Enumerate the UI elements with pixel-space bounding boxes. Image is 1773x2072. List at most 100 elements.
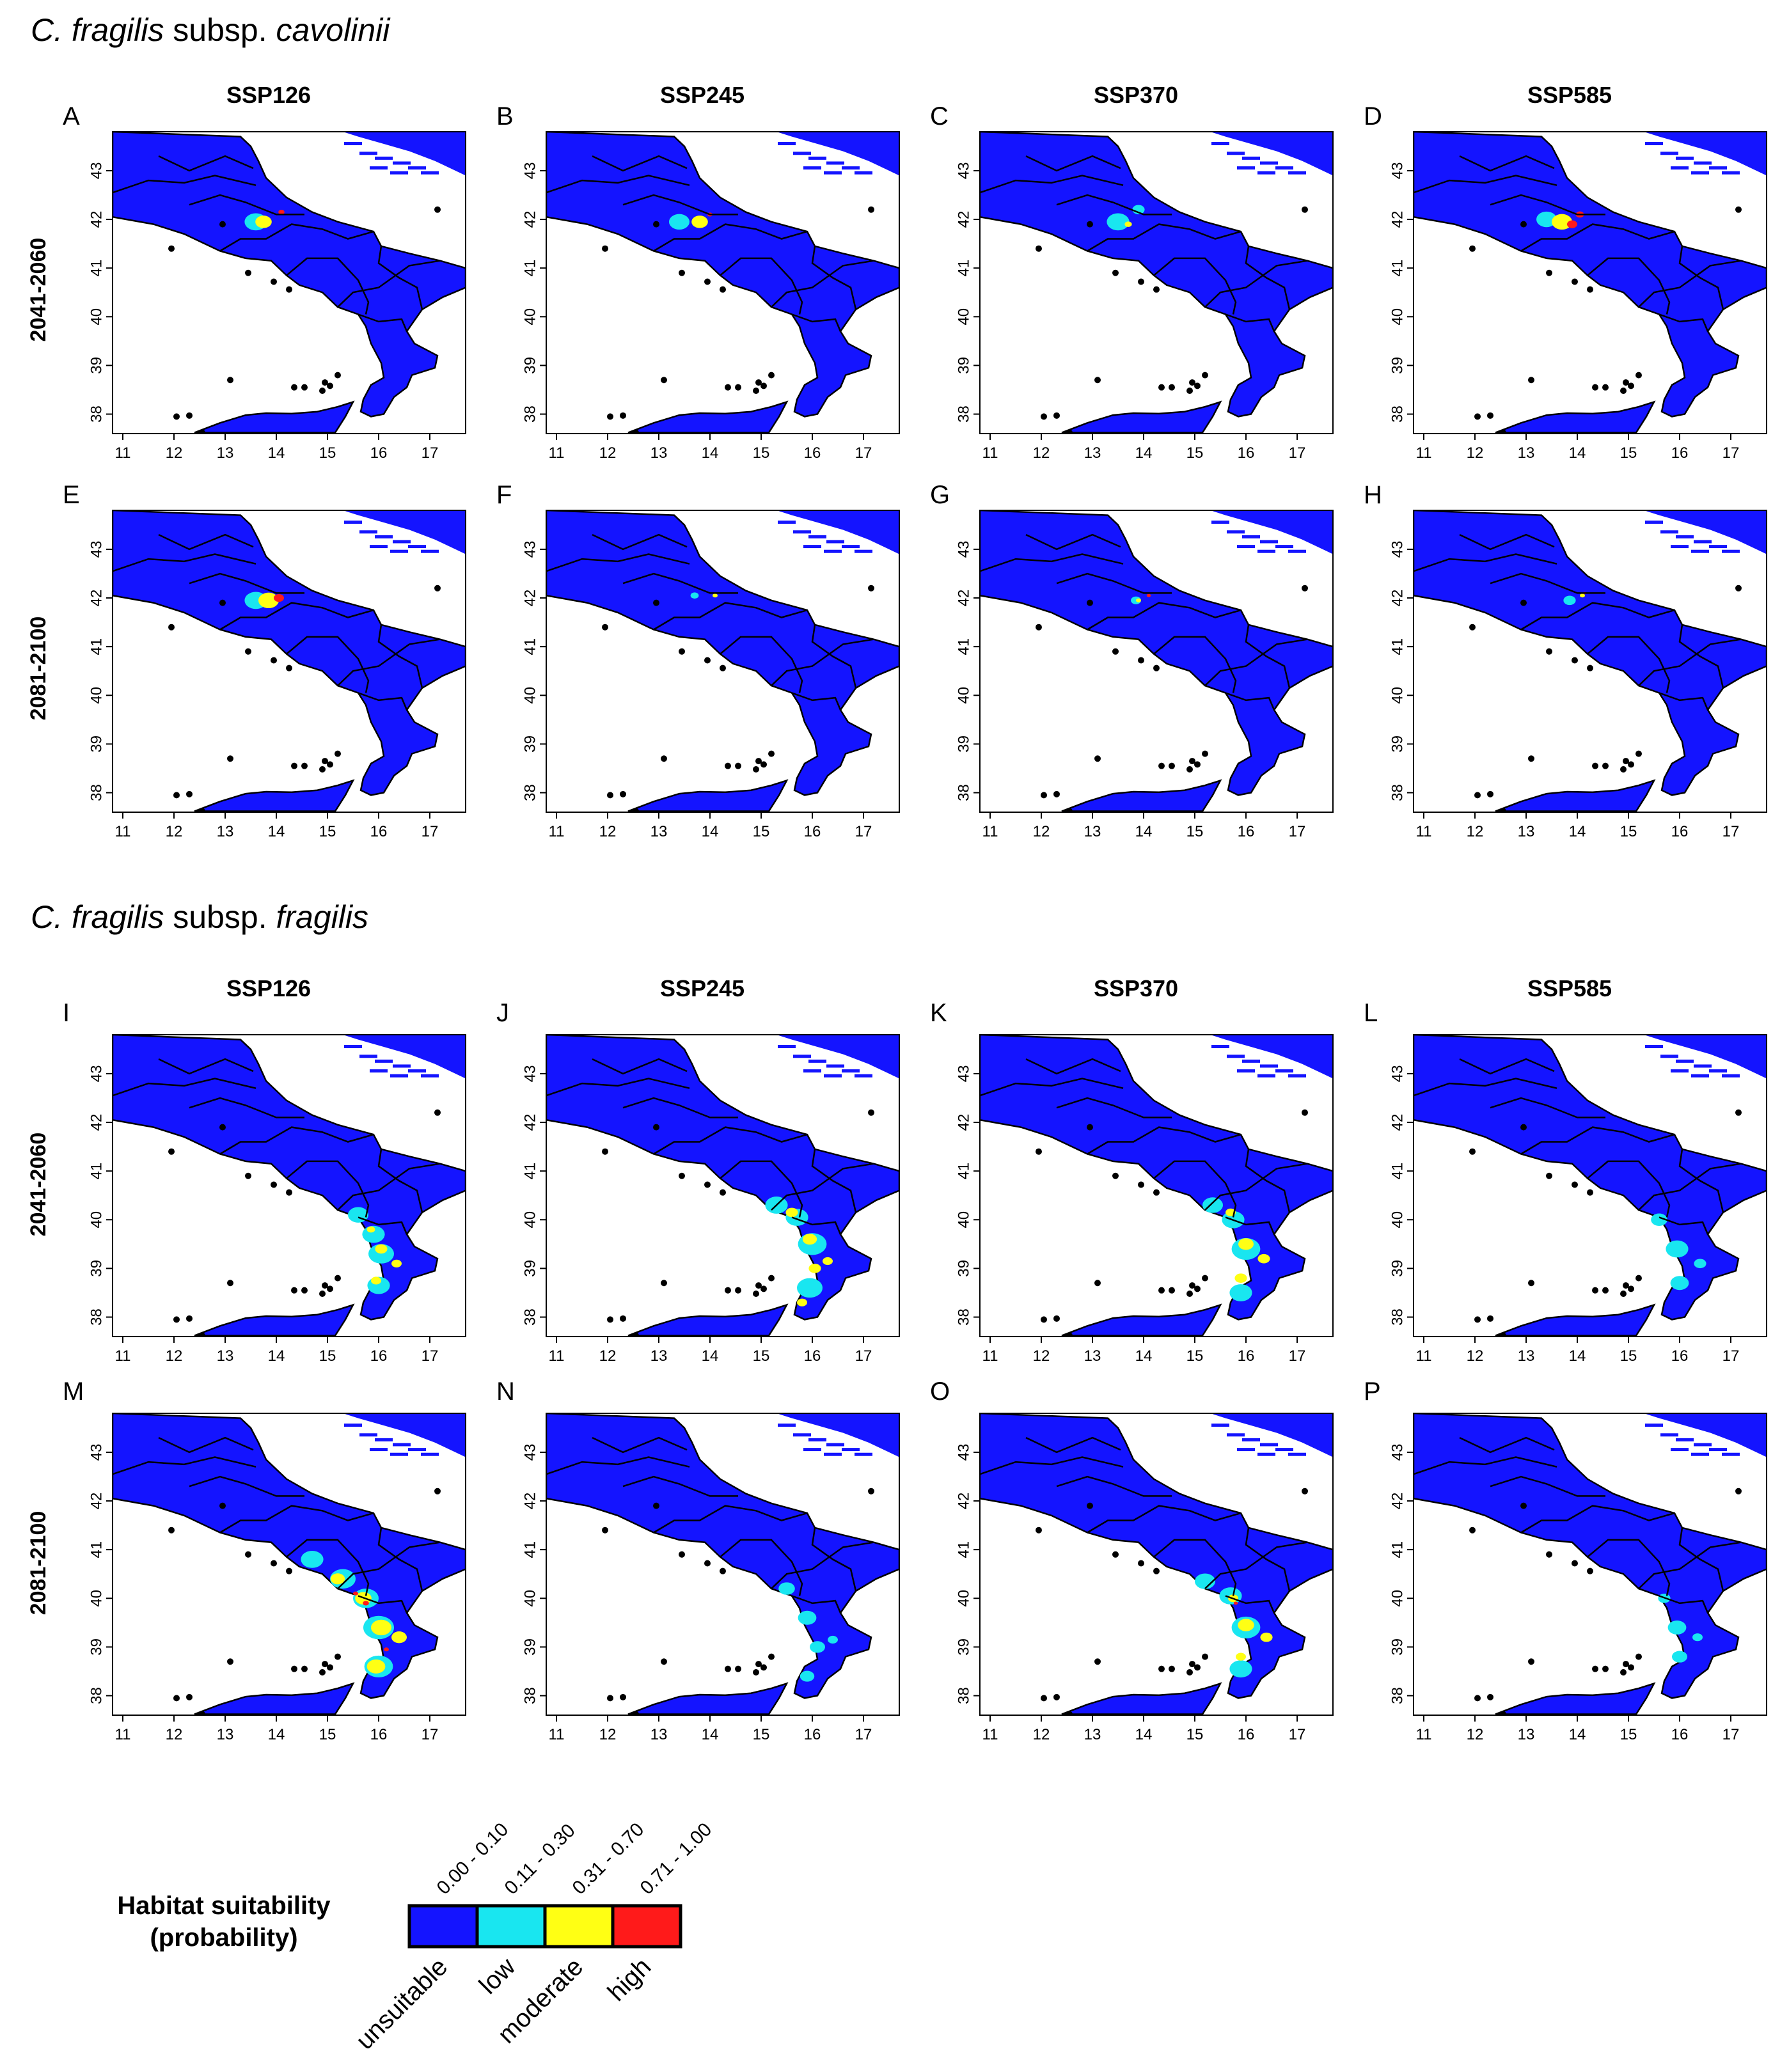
map-island: [375, 156, 393, 160]
map-island: [1469, 1527, 1476, 1534]
map-island: [291, 1287, 297, 1294]
x-tick-label: 11: [115, 444, 131, 462]
region-border: [720, 1539, 803, 1596]
map-island: [620, 1693, 626, 1700]
map-island: [1528, 1280, 1534, 1287]
map-island: [755, 379, 762, 386]
y-tick-label: 39: [1389, 1260, 1406, 1277]
suitability-patch: [1672, 1651, 1687, 1663]
y-tick-label: 38: [521, 784, 539, 801]
y-tick-label: 38: [521, 1687, 539, 1704]
map-island: [1227, 1433, 1245, 1437]
map-island: [704, 1560, 711, 1567]
region-border: [1225, 1595, 1275, 1613]
y-tick-label: 43: [955, 1444, 972, 1461]
map-panel-g: 11 12 13 14 15 16 17 38 39 40 41 42 43: [955, 510, 1334, 840]
map-island: [375, 1059, 393, 1063]
region-border: [1087, 1126, 1241, 1155]
y-tick-label: 38: [1389, 784, 1406, 801]
map-island: [408, 1069, 426, 1073]
region-border: [1587, 257, 1671, 315]
region-border: [158, 1436, 254, 1454]
map-island: [793, 152, 811, 155]
x-tick-label: 14: [1569, 823, 1586, 840]
region-border: [358, 1595, 408, 1613]
x-tick-label: 16: [1671, 444, 1689, 462]
map-island: [327, 761, 333, 768]
y-tick-label: 43: [88, 1444, 105, 1461]
y-tick-label: 39: [955, 357, 972, 374]
y-tick-label: 43: [1389, 1444, 1406, 1461]
suitability-patch: [391, 1631, 407, 1644]
region-border: [1678, 1149, 1724, 1213]
map-island: [1169, 762, 1175, 769]
map-island: [753, 766, 759, 773]
map-land-sicily: [1061, 779, 1222, 812]
region-border: [771, 1163, 874, 1211]
map-island: [1469, 1148, 1476, 1155]
map-island: [1587, 286, 1593, 293]
map-island: [855, 171, 872, 175]
x-tick-label: 15: [753, 444, 770, 462]
map-island: [1053, 790, 1060, 797]
region-border: [791, 1216, 842, 1235]
region-border: [113, 175, 256, 194]
region-border: [1245, 1149, 1291, 1213]
map-island: [1087, 599, 1093, 606]
suitability-patch: [1536, 211, 1557, 228]
suitability-patch: [1694, 1259, 1706, 1269]
map-island: [1628, 382, 1634, 389]
map-island: [1275, 166, 1293, 170]
y-tick-label: 41: [1389, 1163, 1406, 1180]
y-tick-label: 40: [1389, 1590, 1406, 1607]
map-island: [301, 1287, 308, 1294]
x-tick-label: 13: [1518, 444, 1535, 462]
x-tick-label: 15: [319, 444, 336, 462]
y-tick-label: 42: [955, 211, 972, 228]
region-border: [720, 257, 803, 315]
y-tick-label: 43: [88, 1065, 105, 1083]
region-border: [337, 1541, 441, 1590]
map-island: [1628, 1285, 1634, 1292]
map-island: [1546, 1172, 1552, 1179]
region-border: [811, 1149, 857, 1213]
y-tick-label: 43: [88, 541, 105, 558]
map-panel-k: 11 12 13 14 15 16 17 38 39 40 41 42 43: [955, 1034, 1334, 1365]
y-tick-label: 38: [88, 1687, 105, 1704]
region-border: [1225, 692, 1275, 710]
region-border: [1659, 692, 1709, 710]
suitability-patch: [330, 1573, 345, 1585]
map-island: [173, 792, 180, 799]
x-tick-label: 12: [599, 444, 617, 462]
panel-letter-f: F: [496, 481, 512, 509]
region-border: [653, 1126, 808, 1155]
map-island: [1066, 808, 1073, 812]
x-tick-label: 16: [370, 444, 388, 462]
map-frame: [546, 1413, 900, 1716]
row-label-2041-2060: 2041-2060: [26, 1132, 51, 1237]
map-island: [434, 1109, 441, 1116]
map-island: [327, 382, 333, 389]
suitability-patch: [798, 1610, 817, 1625]
map-island: [768, 372, 775, 379]
legend: 0.00 - 0.10 unsuitable 0.11 - 0.30 low 0.31 …: [351, 1819, 716, 2055]
suitability-patch: [1667, 1621, 1687, 1635]
map-island: [1237, 166, 1255, 170]
y-tick-label: 38: [1389, 1687, 1406, 1704]
y-tick-label: 42: [1389, 590, 1406, 607]
col-header-ssp126: SSP126: [226, 975, 311, 1001]
map-land-sicily: [627, 1682, 789, 1715]
x-tick-label: 14: [1569, 1726, 1586, 1743]
map-island: [359, 1055, 377, 1058]
map-island: [1487, 1693, 1493, 1700]
map-island: [778, 142, 796, 146]
map-land-balkans: [1210, 1035, 1333, 1079]
panel-letter-c: C: [930, 102, 949, 130]
region-border: [1638, 260, 1742, 308]
map-island: [1275, 1448, 1293, 1452]
map-island: [291, 1665, 297, 1672]
map-island: [1189, 1661, 1195, 1668]
map-land-balkans: [343, 510, 466, 554]
map-island: [1546, 269, 1552, 276]
region-border: [1245, 246, 1291, 310]
